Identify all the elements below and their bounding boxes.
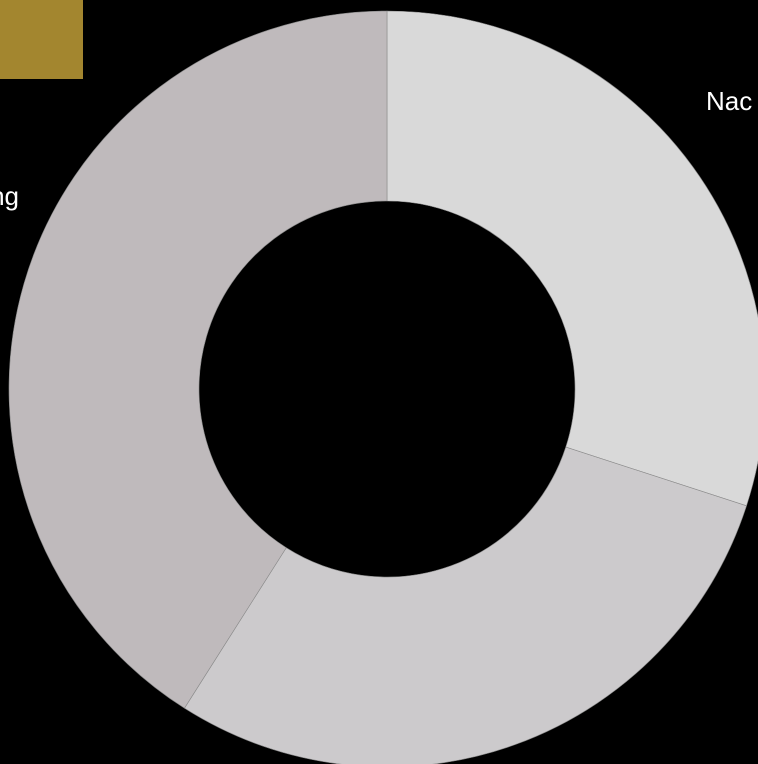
donut-slice-0 xyxy=(386,10,758,507)
segment-label-2: ng xyxy=(0,181,19,211)
donut-slices xyxy=(8,10,758,764)
donut-slice-2 xyxy=(8,10,388,709)
segment-label-0: Nac xyxy=(706,86,753,116)
corner-accent-swatch xyxy=(0,0,83,79)
donut-slice-1 xyxy=(184,446,747,764)
